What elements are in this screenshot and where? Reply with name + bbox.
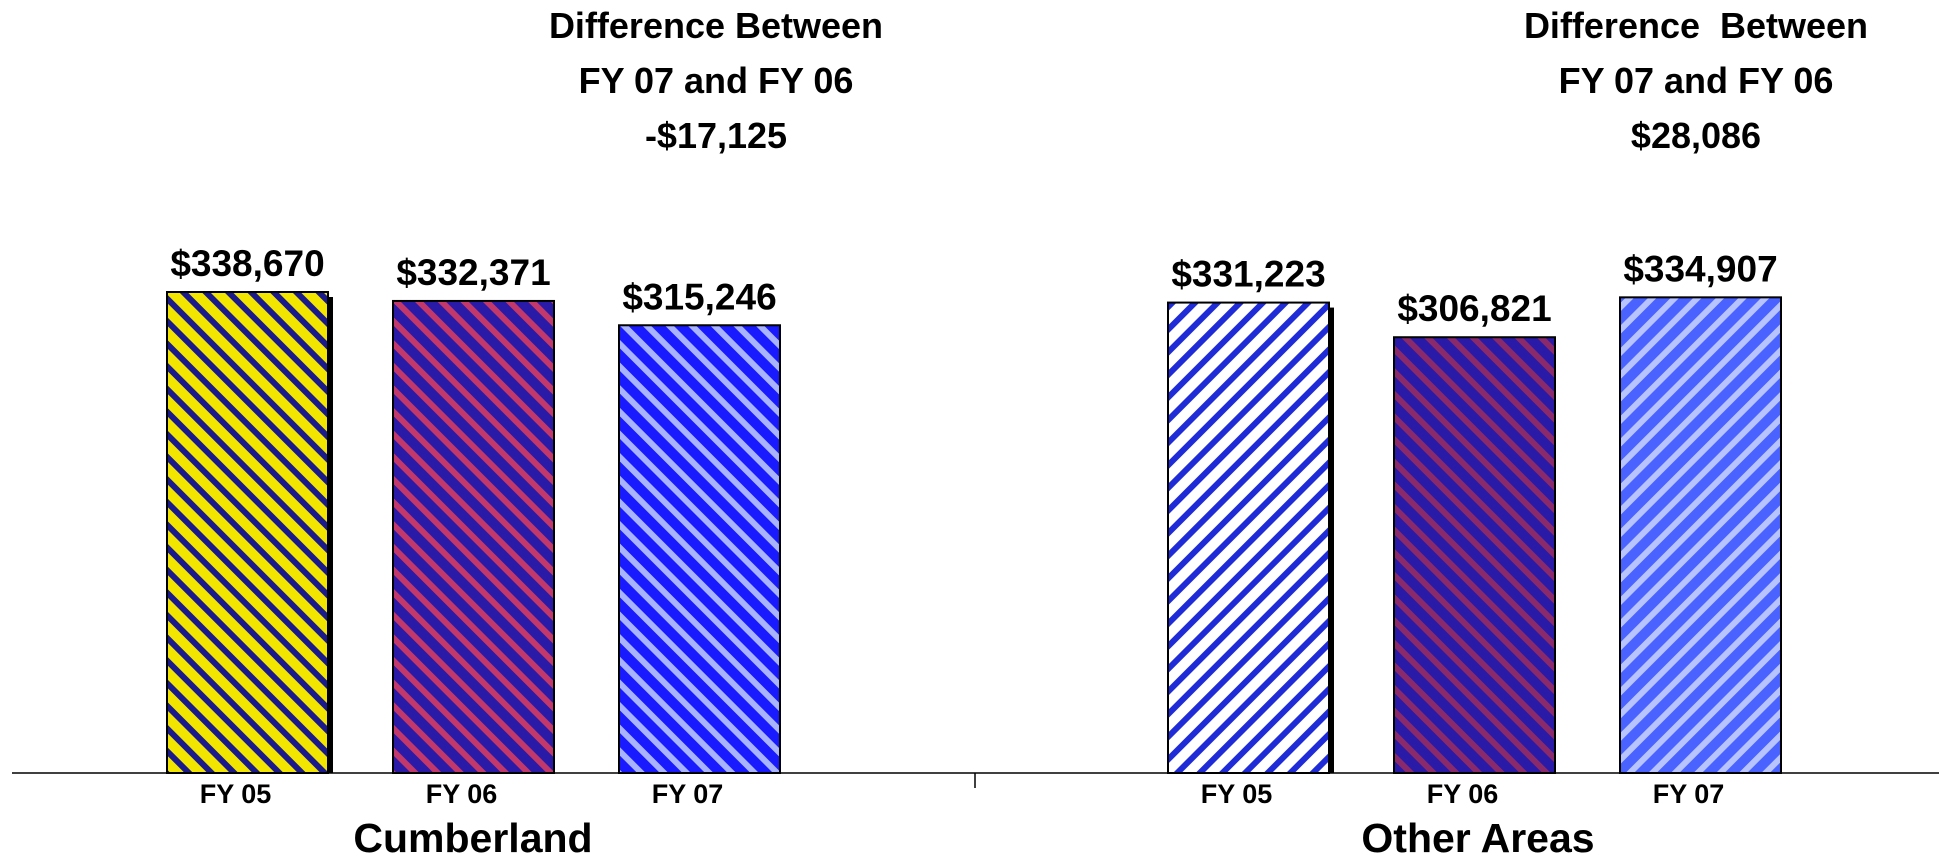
group-label: Other Areas — [1361, 815, 1594, 861]
category-tick-label: FY 07 — [1653, 779, 1725, 809]
bar-other-areas-fy-06 — [1393, 336, 1556, 774]
category-tick-label: FY 05 — [200, 779, 272, 809]
bar-cumberland-fy-07 — [618, 324, 781, 774]
bar-other-areas-fy-07 — [1619, 296, 1782, 774]
group-label: Cumberland — [353, 815, 592, 861]
labels-layer: $338,670 FY 05 $332,371 FY 06 $315,246 FY 07 C… — [170, 5, 1868, 861]
bar-value-label: $306,821 — [1397, 288, 1551, 329]
difference-annotation-line: Difference Between — [1524, 5, 1868, 46]
category-tick-label: FY 07 — [652, 779, 724, 809]
bar-other-areas-fy-05 — [1167, 301, 1330, 774]
category-tick-label: FY 06 — [1427, 779, 1499, 809]
difference-annotation-line: $28,086 — [1631, 115, 1761, 156]
bars-layer — [166, 291, 1782, 774]
bar-value-label: $338,670 — [170, 243, 324, 284]
category-tick-label: FY 06 — [426, 779, 498, 809]
category-tick-label: FY 05 — [1201, 779, 1273, 809]
bar-value-label: $334,907 — [1623, 248, 1777, 289]
difference-annotation-line: Difference Between — [549, 5, 883, 46]
bar-value-label: $315,246 — [622, 276, 776, 317]
difference-annotation-line: FY 07 and FY 06 — [1559, 60, 1834, 101]
difference-annotation-line: -$17,125 — [645, 115, 787, 156]
bar-value-label: $332,371 — [396, 252, 550, 293]
bar-value-label: $331,223 — [1171, 254, 1325, 295]
bar-cumberland-fy-05 — [166, 291, 329, 774]
difference-annotation-line: FY 07 and FY 06 — [579, 60, 854, 101]
bar-cumberland-fy-06 — [392, 299, 555, 774]
